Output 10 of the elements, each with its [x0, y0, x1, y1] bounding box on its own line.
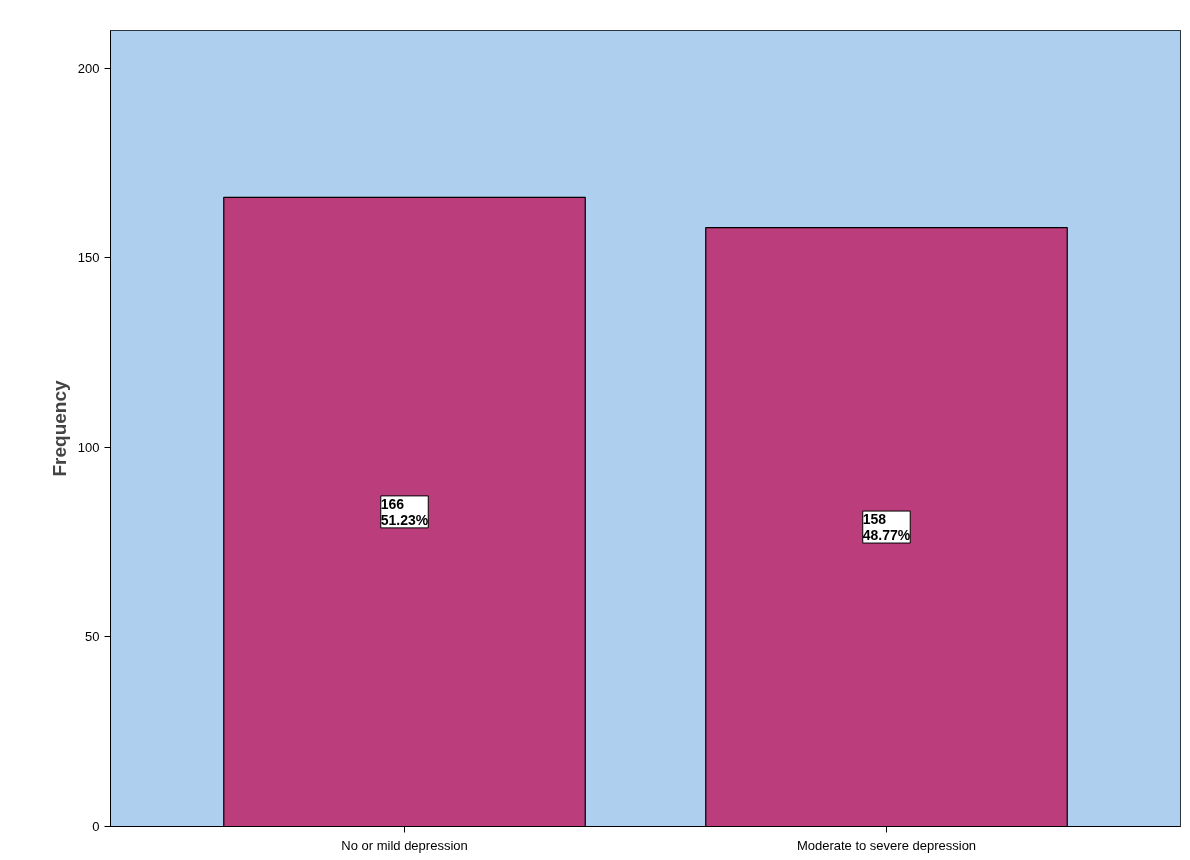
x-tick-label: Moderate to severe depression	[796, 837, 977, 853]
y-tick-label: 150	[77, 250, 100, 266]
data-label: 158 48.77%	[862, 511, 911, 544]
x-tick-label: No or mild depression	[341, 837, 468, 853]
data-label: 166 51.23%	[380, 495, 429, 528]
y-axis-title: Frequency	[48, 380, 70, 477]
y-tick-label: 200	[77, 60, 100, 76]
y-tick-label: 100	[77, 439, 100, 455]
y-tick-label: 0	[92, 819, 100, 834]
y-tick-label: 50	[85, 629, 100, 645]
